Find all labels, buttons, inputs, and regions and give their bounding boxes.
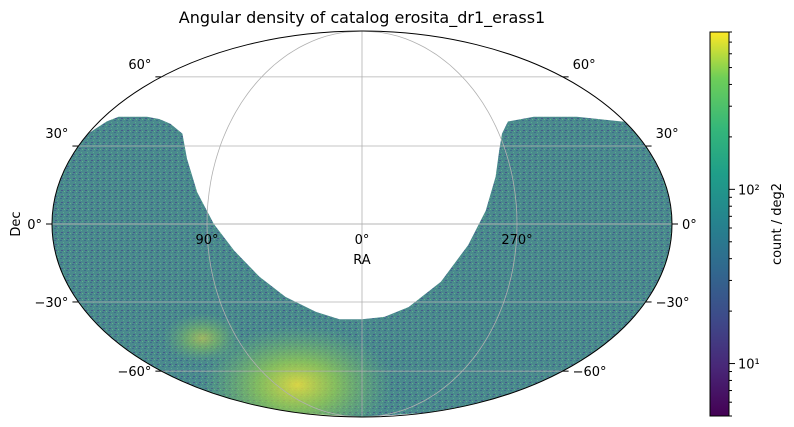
dec-tick-label-right: −60° (573, 365, 607, 380)
dec-tick-label-left: 0° (27, 218, 42, 233)
dec-tick-label-left: 60° (128, 58, 151, 73)
dec-tick-label-right: −30° (656, 296, 690, 311)
colorbar-gradient (709, 31, 730, 417)
dec-tick-label-right: 60° (573, 58, 596, 73)
dec-tick-label-left: −60° (117, 365, 151, 380)
chart-title: Angular density of catalog erosita_dr1_e… (178, 8, 546, 27)
density-hotspot (162, 313, 243, 364)
dec-tick-label-left: −30° (34, 296, 68, 311)
y-axis-label: Dec (9, 211, 24, 236)
ra-meridian (361, 30, 518, 418)
colorbar: 10¹ 10² count / deg2 (709, 31, 785, 417)
colorbar-label: count / deg2 (770, 183, 785, 265)
dec-tick-label-left: 30° (45, 127, 68, 142)
ra-tick-label: 0° (355, 233, 370, 248)
ra-tick-label: 270° (501, 233, 532, 248)
x-axis-label: RA (353, 253, 371, 268)
colorbar-tick-label: 10² (738, 183, 760, 198)
dec-tick-label-right: 0° (682, 218, 697, 233)
ra-meridian (206, 30, 363, 418)
dec-tick-label-right: 30° (656, 127, 679, 142)
ra-tick-label: 90° (195, 233, 218, 248)
colorbar-tick-label: 10¹ (738, 358, 760, 373)
